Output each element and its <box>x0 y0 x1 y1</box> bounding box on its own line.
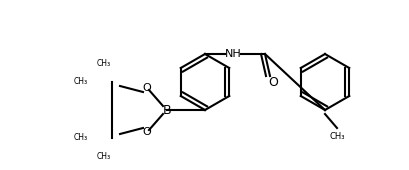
Text: CH₃: CH₃ <box>97 152 111 161</box>
Text: O: O <box>268 75 278 89</box>
Text: NH: NH <box>225 49 241 59</box>
Text: CH₃: CH₃ <box>74 78 88 87</box>
Text: CH₃: CH₃ <box>329 132 345 141</box>
Text: CH₃: CH₃ <box>97 59 111 68</box>
Text: O: O <box>143 83 151 93</box>
Text: CH₃: CH₃ <box>74 133 88 142</box>
Text: B: B <box>163 104 171 116</box>
Text: O: O <box>143 127 151 137</box>
